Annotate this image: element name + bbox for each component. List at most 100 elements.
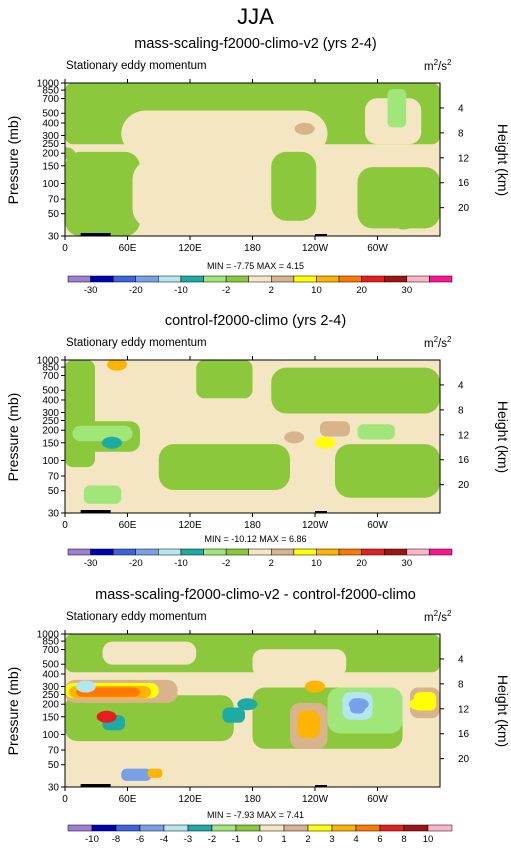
x-tick-label: 180 [244, 243, 261, 254]
x-tick-label: 0 [62, 243, 68, 254]
y-tick-right-label: 4 [458, 654, 464, 665]
y-tick-label: 300 [42, 131, 59, 142]
contour-feature [107, 360, 128, 371]
x-tick-label: 120E [178, 520, 202, 531]
colorbar-label: -2 [222, 558, 230, 569]
y-tick-right-label: 8 [458, 679, 464, 690]
x-tick-label: 180 [244, 520, 261, 531]
colorbar-label: -6 [136, 834, 144, 845]
colorbar-label: 10 [311, 558, 322, 569]
panel-subtitle: Stationary eddy momentum [66, 337, 207, 349]
panel-title: control-f2000-climo (yrs 2-4) [164, 313, 347, 329]
colorbar-box [187, 824, 213, 832]
topography-mask [80, 784, 111, 787]
y-tick-label: 700 [42, 94, 59, 105]
y-tick-label: 1000 [37, 356, 60, 367]
y-tick-label: 150 [42, 438, 59, 449]
colorbar-box [203, 548, 227, 556]
colorbar-label: -2 [208, 834, 216, 845]
topography-mask [315, 785, 327, 787]
x-tick-label: 0 [62, 794, 68, 805]
y-tick-label: 50 [48, 486, 60, 497]
colorbar-label: 10 [423, 834, 434, 845]
colorbar-box [293, 275, 317, 283]
colorbar-box [271, 275, 295, 283]
x-tick-label: 120W [302, 243, 329, 254]
colorbar-label: 2 [305, 834, 310, 845]
y-tick-right-label: 16 [458, 729, 470, 740]
contour-feature [75, 680, 96, 693]
y-tick-label: 30 [48, 783, 60, 794]
panel-title: mass-scaling-f2000-climo-v2 (yrs 2-4) [134, 36, 377, 52]
colorbar-label: 30 [402, 558, 413, 569]
contour-region [132, 159, 264, 229]
x-tick-label: 60W [367, 520, 388, 531]
colorbar-box [90, 275, 114, 283]
colorbar-label: 20 [356, 558, 367, 569]
panel-2: control-f2000-climo (yrs 2-4) Stationary… [0, 313, 511, 575]
heatmap-plot-3: Pressure (mb) Height (km) 0 60E 120E 180 120… [5, 630, 511, 806]
panel-subtitle: Stationary eddy momentum [66, 60, 207, 72]
y-tick-label: 50 [48, 209, 60, 220]
contour-feature [101, 436, 122, 449]
colorbar-box [67, 548, 91, 556]
colorbar-box [307, 824, 333, 832]
y-tick-right-label: 20 [458, 480, 470, 491]
contour-region [335, 444, 440, 498]
colorbar-box [112, 275, 137, 283]
colorbar-box [139, 824, 165, 832]
contour-region [357, 167, 440, 229]
x-tick-label: 60W [367, 794, 388, 805]
colorbar-box [406, 548, 430, 556]
y-tick-label: 850 [42, 86, 59, 97]
colorbar-box [271, 548, 295, 556]
contour-region [252, 649, 347, 677]
contour-region [320, 421, 350, 437]
y-tick-label: 250 [42, 139, 59, 150]
contour-feature [315, 436, 336, 449]
colorbar-box [338, 548, 362, 556]
min-max-label: MIN = -10.12 MAX = 6.86 [204, 534, 307, 544]
colorbar-box [331, 824, 357, 832]
panel-title: mass-scaling-f2000-climo-v2 - control-f2… [95, 587, 416, 603]
colorbar-label: -30 [84, 558, 98, 569]
contour-feature [294, 122, 315, 135]
y-tick-label: 150 [42, 712, 59, 723]
y-tick-label: 70 [48, 746, 60, 757]
colorbar-label: 0 [257, 834, 262, 845]
y-tick-right-label: 8 [458, 128, 464, 139]
y-tick-label: 70 [48, 195, 60, 206]
colorbar-label: 30 [402, 285, 413, 296]
colorbar-box [91, 824, 117, 832]
contour-region [65, 151, 140, 236]
y-tick-label: 30 [48, 232, 60, 243]
contour-feature [393, 217, 414, 230]
y-tick-right-label: 4 [458, 103, 464, 114]
y-tick-label: 400 [42, 118, 59, 129]
colorbar-3: -10 -8 -6 -4 -3 -2 -1 0 1 2 3 4 6 8 10 [67, 824, 453, 845]
colorbar-box [427, 824, 453, 832]
colorbar-box [112, 548, 137, 556]
colorbar-box [203, 275, 227, 283]
min-max-label: MIN = -7.75 MAX = 4.15 [206, 261, 305, 271]
x-tick-label: 120E [178, 243, 202, 254]
colorbar-box [158, 275, 182, 283]
y-tick-right-label: 20 [458, 203, 470, 214]
x-tick-label: 60E [119, 243, 137, 254]
y-tick-label: 700 [42, 645, 59, 656]
units-label: m2/s2 [424, 58, 452, 73]
y-tick-label: 150 [42, 161, 59, 172]
y-tick-right-label: 16 [458, 178, 470, 189]
x-tick-label: 120E [178, 794, 202, 805]
colorbar-box [67, 824, 93, 832]
contour-region [387, 89, 407, 128]
min-max-label: MIN = -7.93 MAX = 7.41 [206, 810, 305, 820]
x-tick-label: 60W [367, 243, 388, 254]
contour-feature [96, 107, 117, 120]
y-tick-label: 100 [42, 730, 59, 741]
colorbar-box [383, 548, 408, 556]
colorbar-label: -10 [174, 285, 188, 296]
colorbar-box [180, 548, 204, 556]
colorbar-label: -10 [85, 834, 99, 845]
topography-mask [80, 510, 111, 513]
